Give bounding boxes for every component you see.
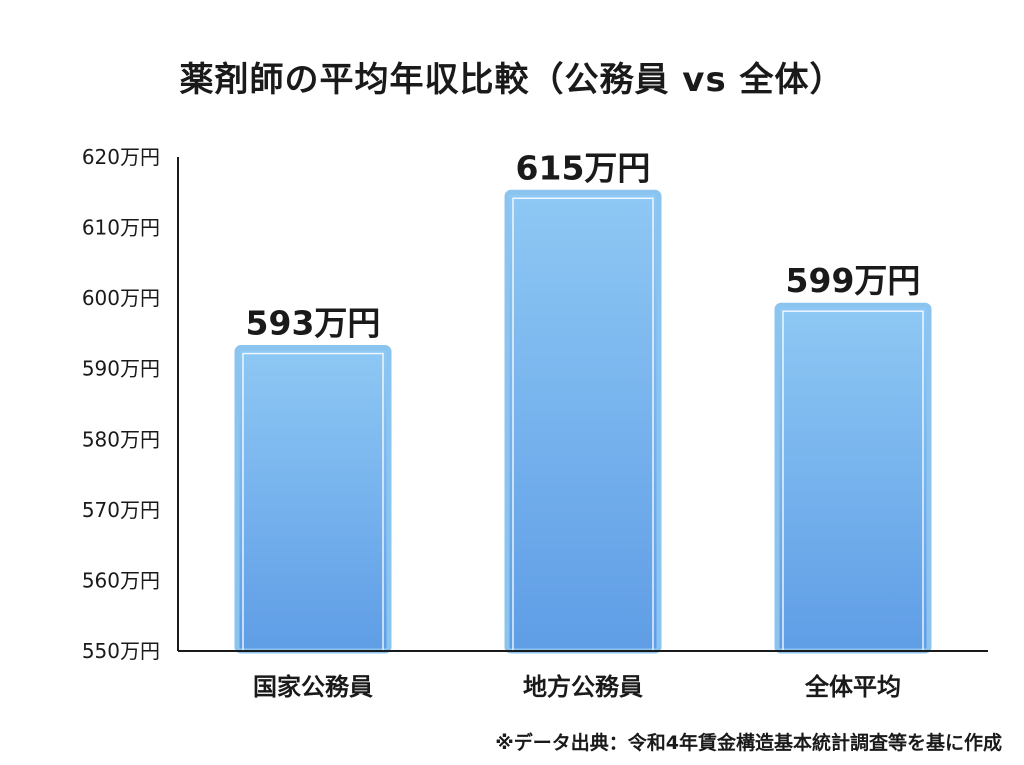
bar: [774, 302, 932, 654]
y-tick-label: 610万円: [82, 216, 160, 240]
category-labels: 国家公務員 地方公務員 全体平均: [253, 673, 901, 701]
value-label: 615万円: [516, 148, 651, 187]
axes: [177, 157, 988, 652]
bar: [504, 189, 662, 654]
y-tick-label: 570万円: [82, 498, 160, 522]
y-tick-label: 560万円: [82, 568, 160, 592]
chart-title: 薬剤師の平均年収比較（公務員 vs 全体）: [179, 60, 845, 100]
source-note: ※データ出典：令和4年賃金構造基本統計調査等を基に作成: [495, 732, 1002, 754]
value-label: 599万円: [786, 261, 921, 300]
bar: [234, 345, 392, 654]
y-tick-label: 620万円: [82, 145, 160, 169]
y-tick-label: 580万円: [82, 427, 160, 451]
bars: [234, 189, 932, 654]
value-label: 593万円: [246, 304, 381, 343]
y-tick-label: 600万円: [82, 286, 160, 310]
y-tick-label: 550万円: [82, 639, 160, 663]
category-label: 地方公務員: [523, 673, 643, 701]
y-tick-label: 590万円: [82, 357, 160, 381]
category-label: 国家公務員: [253, 673, 373, 701]
category-label: 全体平均: [804, 673, 901, 701]
y-axis-ticks: 550万円 560万円 570万円 580万円 590万円 600万円 610万円 620万円: [82, 145, 160, 663]
value-labels: 593万円 615万円 599万円: [246, 148, 921, 342]
